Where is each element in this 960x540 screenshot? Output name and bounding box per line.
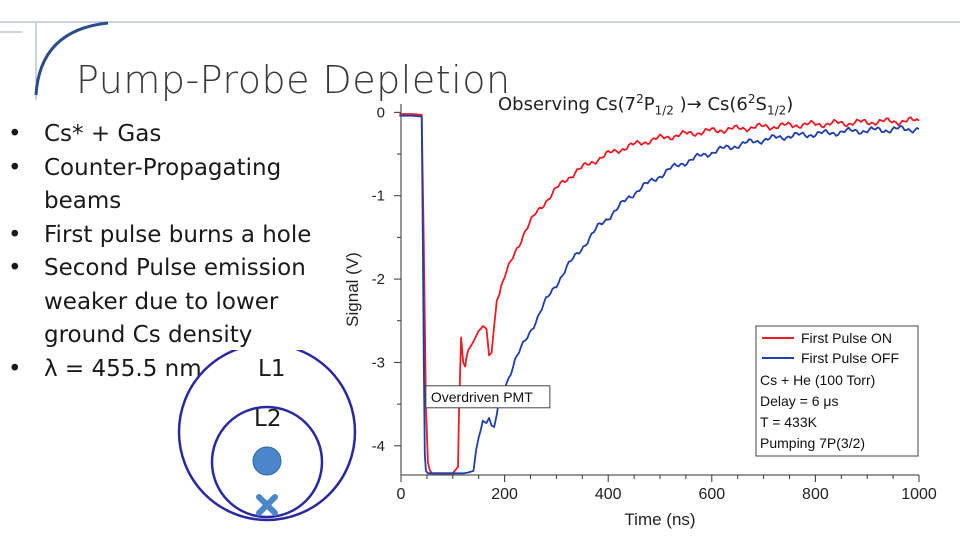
legend-note: Pumping 7P(3/2) [760, 435, 865, 451]
bullet-text: Counter-Propagating beams [44, 154, 282, 215]
subtitle-text: ) [786, 94, 794, 115]
subtitle-text: Observing Cs(7 [498, 94, 637, 115]
bullet-dot: • [8, 355, 22, 382]
y-tick-label: 0 [377, 104, 385, 121]
subtitle-sup: 2 [636, 92, 644, 106]
beam-diagram [177, 350, 357, 522]
annotation-overdriven-pmt: Overdriven PMT [431, 389, 533, 405]
x-cross-icon [256, 494, 278, 516]
chart-series [399, 113, 920, 475]
slide-title: Pump-Probe Depletion [76, 58, 511, 102]
x-axis-label: Time (ns) [624, 510, 695, 529]
bullet-item: • λ = 455.5 nm [8, 353, 338, 387]
bullet-text: λ = 455.5 nm [44, 355, 202, 382]
subtitle-text: P [643, 94, 655, 115]
legend-box [755, 325, 919, 457]
label-l2: L2 [254, 406, 282, 432]
y-tick-label: -2 [372, 271, 385, 288]
legend-note: T = 433K [760, 414, 818, 430]
chart-subtitle: Observing Cs(72P1/2 )→ Cs(62S1/2) [498, 92, 793, 118]
legend-entry: First Pulse ON [801, 330, 892, 346]
legend-entry: First Pulse OFF [801, 350, 899, 366]
label-l1: L1 [258, 356, 286, 382]
chart-legend: First Pulse ON First Pulse OFF Cs + He (10… [755, 325, 919, 457]
bullet-text: First pulse burns a hole [44, 221, 312, 248]
x-tick-label: 800 [802, 486, 829, 503]
chart-axes: 0 200 400 600 800 1000 0 -1 -2 -3 -4 Time (ns) Signa… [343, 104, 937, 529]
inner-ring [210, 405, 324, 519]
series-line-first-pulse-on [399, 113, 920, 475]
signal-chart: 0 200 400 600 800 1000 0 -1 -2 -3 -4 Time (ns) Signa… [343, 104, 937, 529]
bullet-text: Second Pulse emission weaker due to lowe… [44, 255, 306, 348]
subtitle-text: S [755, 94, 767, 115]
x-tick-label: 400 [595, 486, 622, 503]
y-tick-label: -1 [372, 188, 385, 205]
x-tick-label: 200 [491, 486, 518, 503]
y-tick-label: -3 [372, 354, 385, 371]
legend-note: Cs + He (100 Torr) [760, 372, 875, 388]
bullet-dot: • [8, 121, 22, 147]
x-tick-label: 1000 [901, 486, 937, 503]
bullet-dot: • [8, 255, 22, 281]
bullet-list: • Cs* + Gas • Counter-Propagating beams • F… [8, 118, 338, 386]
outer-ring [177, 350, 357, 522]
subtitle-text: )→ Cs(6 [673, 94, 748, 115]
legend-note: Delay = 6 μs [760, 393, 839, 409]
bullet-dot: • [8, 221, 22, 248]
chart-annotations: Overdriven PMT [425, 385, 551, 409]
y-axis-label: Signal (V) [343, 252, 362, 327]
x-tick-label: 0 [397, 486, 406, 503]
y-tick-label: -4 [372, 438, 385, 455]
subtitle-sub: 1/2 [766, 103, 787, 118]
bullet-item: • Cs* + Gas [8, 118, 338, 152]
subtitle-sup: 2 [747, 92, 756, 106]
subtitle-sub: 1/2 [654, 103, 674, 118]
slide-decoration [0, 21, 960, 100]
bullet-text: Cs* + Gas [44, 121, 162, 147]
bullet-item: • First pulse burns a hole [8, 219, 338, 253]
series-line-first-pulse-off [399, 114, 920, 475]
bullet-item: • Second Pulse emission weaker due to low… [8, 252, 338, 353]
bullet-dot: • [8, 154, 22, 181]
accent-curve [34, 21, 109, 96]
bullet-item: • Counter-Propagating beams [8, 152, 338, 219]
beam-dot [252, 446, 282, 476]
annotation-box [425, 385, 551, 409]
x-tick-label: 600 [698, 486, 725, 503]
